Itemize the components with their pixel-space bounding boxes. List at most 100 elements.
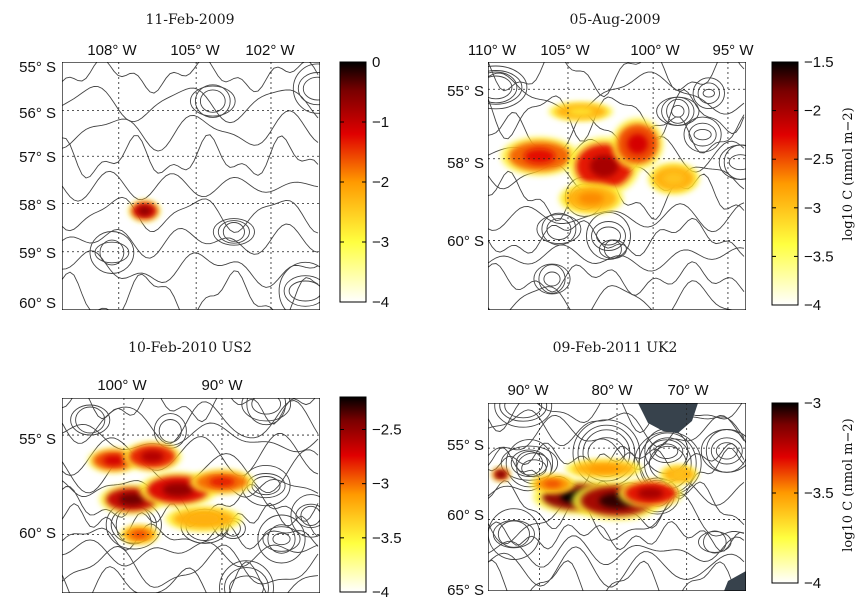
contour-loop (504, 403, 543, 419)
contour-line (488, 546, 745, 588)
tracer-core (138, 206, 152, 216)
panel-4-ytick: 55° S (447, 437, 484, 454)
tracer-core (671, 470, 687, 479)
colorbar-tick-label: −3 (804, 200, 821, 217)
tracer-core (578, 192, 605, 205)
contour-line (62, 270, 319, 310)
contour-loop (219, 560, 274, 593)
panel-1-ytick: 60° S (19, 295, 56, 312)
contour-line (488, 217, 745, 257)
contour-line (488, 62, 745, 98)
contour-line (488, 442, 745, 474)
contour-line (62, 422, 319, 453)
contour-loop (212, 218, 255, 246)
contour-line (488, 409, 745, 448)
contour-loop (654, 443, 679, 459)
contour-loop (697, 82, 720, 104)
panel-2-xtick: 110° W (468, 42, 517, 59)
panel-3-colorbar (339, 396, 367, 593)
contour-loop (499, 403, 548, 422)
tracer-core (131, 530, 148, 539)
contour-loop (541, 212, 577, 246)
panel-4-xtick: 90° W (507, 382, 549, 399)
colorbar-tick-label: −2 (372, 174, 389, 191)
tracer-core (103, 455, 124, 466)
panel-1-ytick: 58° S (19, 197, 56, 214)
panel-2-plot (488, 62, 746, 310)
tracer-core (524, 148, 556, 164)
contour-loop (688, 122, 717, 147)
colorbar-tick-label: −3.5 (804, 248, 834, 265)
panel-2-ytick: 58° S (447, 155, 484, 172)
colorbar-tick-label: 0 (372, 54, 380, 71)
panel-2-xtick: 105° W (540, 42, 590, 59)
contour-loop (246, 398, 287, 426)
contour-loop (692, 77, 725, 110)
colorbar-tick-label: −3 (372, 234, 389, 251)
colorbar-tick-label: −2 (804, 103, 821, 120)
contour-loop (666, 98, 690, 124)
contour-loop (267, 524, 296, 554)
contour-loop (710, 437, 743, 465)
contour-line (488, 414, 745, 470)
contour-line (488, 244, 745, 272)
contour-line (62, 196, 319, 234)
contour-loop (693, 128, 712, 141)
colorbar-tick-label: −2.5 (372, 422, 402, 439)
colorbar-tick-label: −3 (804, 395, 821, 412)
contour-loop (515, 450, 544, 476)
contour-line (62, 544, 319, 588)
contour-loop (89, 231, 135, 274)
panel-1-ytick: 59° S (19, 245, 56, 262)
contour-loop (494, 403, 553, 428)
contour-loop (189, 85, 236, 117)
panel-4-contours (488, 403, 746, 591)
contour-loop (288, 280, 320, 302)
contour-line (488, 280, 736, 310)
contour-loop (75, 406, 106, 434)
panel-4-landmass (638, 403, 698, 433)
contour-line (488, 261, 745, 296)
contour-line (62, 134, 319, 179)
colorbar-tick-label: −3.5 (804, 485, 834, 502)
tracer-core (543, 480, 562, 488)
contour-line (62, 223, 319, 259)
panel-1-ytick: 56° S (19, 105, 56, 122)
colorbar-tick-label: −4 (804, 297, 821, 314)
contour-loop (199, 89, 226, 113)
contour-loop (488, 70, 523, 105)
panel-4-ytick: 60° S (447, 507, 484, 524)
contour-line (488, 492, 745, 545)
panel-4-plot (488, 403, 746, 591)
panel-1-ytick: 55° S (19, 59, 56, 76)
panel-2-ytick: 55° S (447, 83, 484, 100)
colorbar-tick-label: −4 (372, 294, 389, 311)
contour-loop (577, 424, 636, 482)
contour-loop (533, 263, 571, 295)
panel-2-xtick: 100° W (630, 42, 680, 59)
contour-line (488, 89, 745, 142)
contour-loop (257, 514, 306, 564)
contour-loop (492, 519, 535, 549)
panel-4-grid (488, 403, 746, 591)
contour-loop (283, 275, 320, 307)
contour-loop (217, 220, 250, 244)
panel-1-field (128, 199, 161, 223)
contour-line (488, 535, 745, 568)
colorbar-tick-label: −1.5 (804, 54, 834, 71)
panel-1-xtick: 105° W (170, 42, 220, 59)
contour-loop (158, 419, 182, 443)
contour-loop (671, 104, 685, 118)
contour-loop (295, 503, 320, 529)
contour-loop (488, 65, 528, 110)
panel-2-colorbar (771, 61, 799, 306)
panel-4-ytick: 65° S (447, 582, 484, 599)
panel-1-grid (62, 62, 320, 310)
contour-loop (728, 154, 746, 171)
contour-line (62, 539, 319, 568)
contour-loop (262, 526, 301, 552)
contour-loop (290, 494, 320, 538)
panel-1-colorbar-ticks: 0 −1 −2 −3 −4 (340, 54, 389, 311)
colorbar-tick-label: −4 (372, 584, 389, 599)
contour-line (488, 202, 745, 233)
